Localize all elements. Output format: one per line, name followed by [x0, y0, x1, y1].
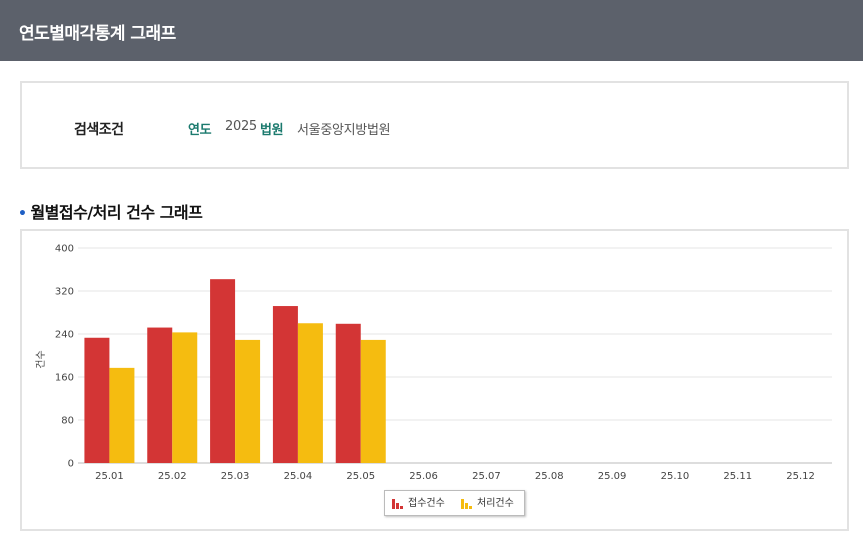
bar-received: [335, 323, 361, 463]
x-tick-label: 25.10: [661, 471, 690, 482]
bar-chart: 0 80 160 240 320 400 건수 25.01 25.02 25.03 25.04 25.…: [35, 244, 832, 482]
bar-received: [84, 337, 110, 463]
bar-received: [210, 279, 236, 463]
y-tick-label: 160: [55, 373, 74, 384]
x-tick-label: 25.09: [598, 471, 627, 482]
search-conditions-panel: 검색조건 연도 2025 법원 서울중앙지방법원: [20, 81, 849, 169]
legend-icon-bar: [392, 499, 395, 509]
legend-label-received: 접수건수: [408, 498, 445, 509]
legend-icon-bar: [400, 506, 403, 509]
bar-received: [272, 306, 298, 463]
search-conditions-label: 검색조건: [74, 122, 124, 138]
court-value: 서울중앙지방법원: [297, 123, 391, 138]
bar-processed: [109, 367, 135, 463]
chart-container: 0 80 160 240 320 400 건수 25.01 25.02 25.03 25.04 25.…: [20, 229, 849, 531]
y-tick-label: 240: [55, 330, 74, 341]
bar-processed: [235, 339, 261, 463]
section-title-text: 월별접수/처리 건수 그래프: [30, 203, 203, 222]
bar-chart-icon: [461, 498, 473, 510]
chart-legend[interactable]: 접수건수 처리건수: [384, 490, 525, 516]
legend-icon-bar: [465, 503, 468, 509]
y-tick-label: 400: [55, 244, 74, 255]
bar-chart-icon: [392, 498, 404, 510]
legend-icon-bar: [469, 506, 472, 509]
x-tick-label: 25.12: [786, 471, 815, 482]
bar-processed: [297, 323, 323, 463]
y-tick-label: 320: [55, 287, 74, 298]
x-tick-label: 25.03: [221, 471, 250, 482]
court-key: 법원: [260, 123, 284, 138]
x-tick-label: 25.05: [346, 471, 375, 482]
x-tick-label: 25.04: [284, 471, 313, 482]
page-header: 연도별매각통계 그래프: [0, 0, 863, 61]
legend-icon-bar: [396, 503, 399, 509]
page-title: 연도별매각통계 그래프: [19, 24, 176, 44]
x-tick-label: 25.02: [158, 471, 187, 482]
x-tick-label: 25.08: [535, 471, 564, 482]
x-tick-label: 25.07: [472, 471, 501, 482]
year-key: 연도: [188, 123, 212, 138]
bar-received: [147, 327, 173, 463]
bullet-icon: •: [18, 206, 27, 222]
x-tick-label: 25.11: [723, 471, 752, 482]
y-axis-label: 건수: [35, 350, 47, 368]
bar-processed: [172, 332, 198, 463]
bar-processed: [360, 339, 386, 463]
year-value: 2025: [225, 119, 257, 134]
x-tick-label: 25.06: [409, 471, 438, 482]
section-title: • 월별접수/처리 건수 그래프: [18, 199, 203, 223]
legend-icon-bar: [461, 499, 464, 509]
x-tick-label: 25.01: [95, 471, 124, 482]
y-tick-label: 80: [61, 416, 74, 427]
y-tick-label: 0: [68, 459, 74, 470]
legend-label-processed: 처리건수: [477, 498, 514, 509]
